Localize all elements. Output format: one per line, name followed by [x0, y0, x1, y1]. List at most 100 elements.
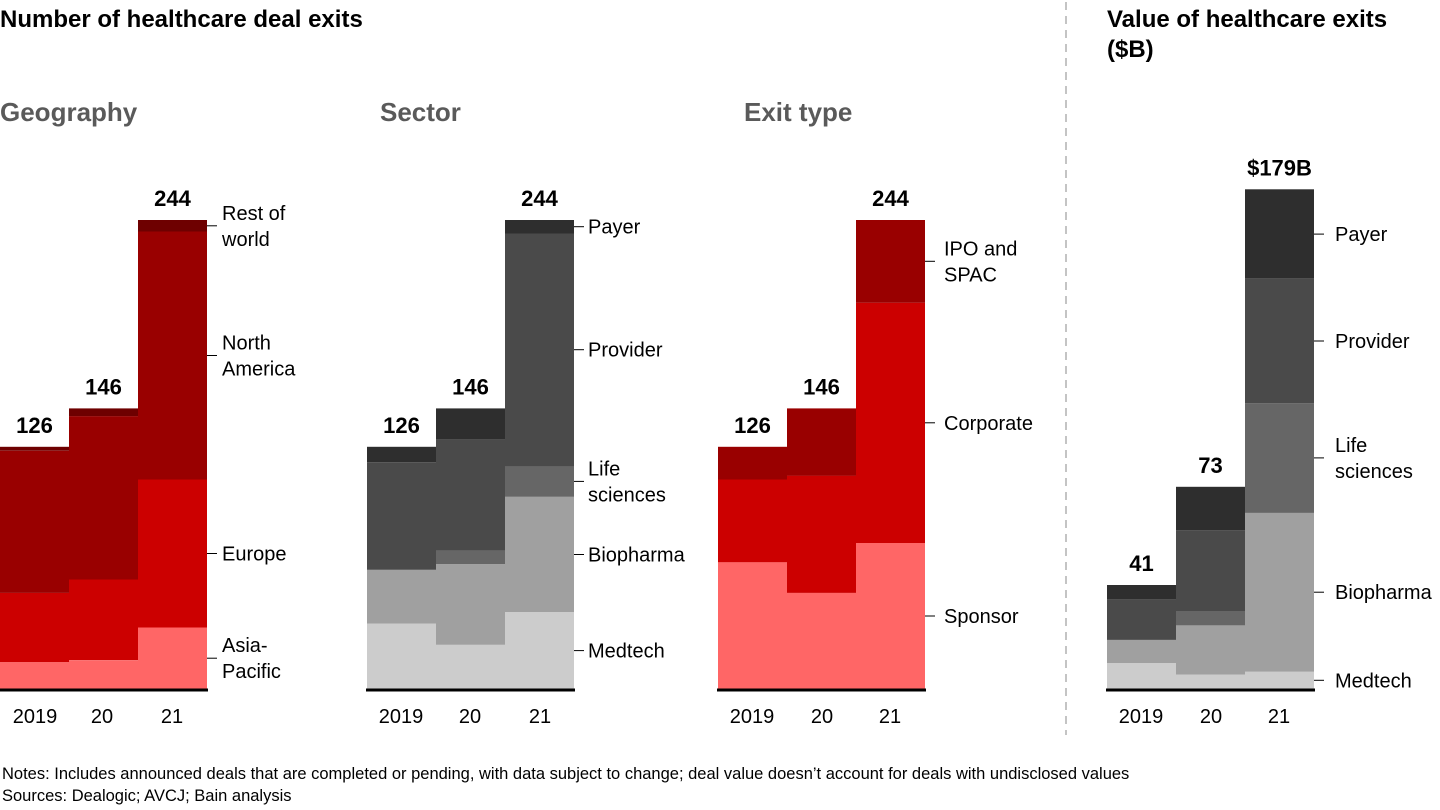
panel-3-bar-21-corporate: [856, 302, 925, 543]
panel-2-bar-20-provider: [436, 439, 505, 551]
panel-3-segment-label: IPO and: [944, 238, 1017, 260]
panel-1-total-label: 126: [16, 413, 53, 438]
panel-3-tick-label: 21: [879, 706, 901, 728]
panel-1-bar-2019-asia-pacific: [0, 662, 69, 689]
panel-2-bar-21-medtech: [505, 612, 574, 689]
panel-4-segment-label: Payer: [1335, 224, 1388, 246]
panel-1-title: Geography: [0, 97, 138, 127]
panel-2-tick-label: 21: [529, 706, 551, 728]
panel-3-tick-label: 2019: [730, 706, 775, 728]
panel-4-total-label: 41: [1129, 551, 1153, 576]
panel-3-segment-label: Corporate: [944, 413, 1033, 435]
panel-4-segment-label: Provider: [1335, 331, 1410, 353]
panel-4-bar-2019-biopharma: [1107, 639, 1176, 663]
panel-2-segment-label: Medtech: [588, 641, 665, 663]
panel-3-segment-label: SPAC: [944, 264, 997, 286]
panel-1-total-label: 244: [154, 186, 191, 211]
panel-4-tick-label: 21: [1268, 706, 1290, 728]
panel-2-segment-label: Biopharma: [588, 545, 686, 567]
panel-2-bar-2019-biopharma: [367, 569, 436, 624]
panel-4-bar-20-life-sciences: [1176, 611, 1245, 626]
panel-2-total-label: 146: [452, 374, 489, 399]
panel-2-segment-label: Provider: [588, 340, 663, 362]
panel-4-bar-20-payer: [1176, 486, 1245, 531]
panel-4-title-line: Value of healthcare exits: [1107, 6, 1387, 33]
panel-4-segment-label: sciences: [1335, 461, 1413, 483]
panel-2-segment-label: Payer: [588, 217, 641, 239]
panel-1-segment-label: North: [222, 333, 271, 355]
panel-4-bar-21-provider: [1245, 278, 1314, 404]
panel-4-bar-21-biopharma: [1245, 512, 1314, 672]
panel-2-total-label: 126: [383, 413, 420, 438]
panel-2-bar-21-biopharma: [505, 496, 574, 613]
panel-4-segment-label: Biopharma: [1335, 582, 1433, 604]
notes-text: Notes: Includes announced deals that are…: [2, 765, 1130, 783]
panel-2-tick-label: 20: [459, 706, 481, 728]
panel-1-segment-label: Asia-: [222, 635, 268, 657]
panel-4-total-label: $179B: [1247, 155, 1312, 180]
panel-1-tick-label: 20: [91, 706, 113, 728]
panel-3-bar-2019-ipo-and-spac: [718, 446, 787, 480]
panel-4-bar-21-life-sciences: [1245, 403, 1314, 513]
panel-4-bar-20-medtech: [1176, 674, 1245, 689]
panel-4-segment-label: Medtech: [1335, 670, 1412, 692]
panel-1-total-label: 146: [85, 374, 122, 399]
panel-1-bar-21-north-america: [138, 231, 207, 480]
panel-2-bar-2019-provider: [367, 462, 436, 570]
panel-3-bar-2019-sponsor: [718, 562, 787, 689]
healthcare-exits-chart: Number of healthcare deal exits Geography…: [0, 2, 1433, 735]
panel-4-segment-label: Life: [1335, 435, 1367, 457]
deal-exits-main-title: Number of healthcare deal exits: [0, 6, 363, 33]
panel-1-segment-label: Europe: [222, 544, 287, 566]
panel-4-bar-20-provider: [1176, 530, 1245, 611]
panel-1-bar-20-europe: [69, 579, 138, 661]
panel-2-bar-21-life-sciences: [505, 466, 574, 497]
panel-2-bar-21-provider: [505, 233, 574, 467]
panel-2-bar-20-medtech: [436, 644, 505, 689]
panel-4-title-line: ($B): [1107, 36, 1154, 63]
panel-3-total-label: 244: [872, 186, 909, 211]
panel-3-total-label: 126: [734, 413, 771, 438]
panel-4-total-label: 73: [1198, 453, 1222, 478]
panel-3-total-label: 146: [803, 374, 840, 399]
panel-4-bar-20-biopharma: [1176, 625, 1245, 675]
panel-1-bar-2019-north-america: [0, 450, 69, 593]
panel-4-bar-21-payer: [1245, 189, 1314, 279]
panel-4-tick-label: 2019: [1119, 706, 1164, 728]
panel-2-segment-label: sciences: [588, 484, 666, 506]
footnotes: Notes: Includes announced deals that are…: [2, 763, 1129, 807]
panel-1-bar-21-asia-pacific: [138, 627, 207, 689]
panel-1-segment-label: world: [221, 229, 270, 251]
panel-4-bar-21-medtech: [1245, 671, 1314, 689]
panel-1-tick-label: 21: [161, 706, 183, 728]
panel-1-bar-20-rest-of-world: [69, 408, 138, 417]
panel-1-tick-label: 2019: [13, 706, 58, 728]
panel-3-bar-21-ipo-and-spac: [856, 220, 925, 303]
panel-1-bar-21-europe: [138, 479, 207, 628]
panel-3-bar-20-corporate: [787, 475, 856, 593]
panel-3-bar-21-sponsor: [856, 542, 925, 689]
panel-2-total-label: 244: [521, 186, 558, 211]
panel-1-segment-label: America: [222, 359, 296, 381]
panel-1-bar-2019-europe: [0, 592, 69, 663]
panel-1-segment-label: Pacific: [222, 661, 281, 683]
panel-2-title: Sector: [380, 97, 461, 127]
panel-1-bar-20-asia-pacific: [69, 660, 138, 689]
panel-1-segment-label: Rest of: [222, 203, 286, 225]
panel-1-bar-21-rest-of-world: [138, 220, 207, 232]
panel-4-bar-2019-payer: [1107, 585, 1176, 600]
panel-3-tick-label: 20: [811, 706, 833, 728]
panel-2-bar-21-payer: [505, 220, 574, 234]
panel-2-tick-label: 2019: [379, 706, 424, 728]
panel-4-bar-2019-provider: [1107, 599, 1176, 640]
panel-4-bar-2019-medtech: [1107, 663, 1176, 689]
panel-3-bar-20-sponsor: [787, 592, 856, 689]
panel-2-bar-2019-payer: [367, 446, 436, 463]
panel-3-title: Exit type: [744, 97, 852, 127]
panel-2-bar-20-life-sciences: [436, 550, 505, 565]
panel-2-bar-20-biopharma: [436, 564, 505, 645]
sources-text: Sources: Dealogic; AVCJ; Bain analysis: [2, 787, 292, 805]
panel-1-bar-2019-rest-of-world: [0, 446, 69, 451]
panel-1-bar-20-north-america: [69, 416, 138, 580]
panel-2-segment-label: Life: [588, 458, 620, 480]
